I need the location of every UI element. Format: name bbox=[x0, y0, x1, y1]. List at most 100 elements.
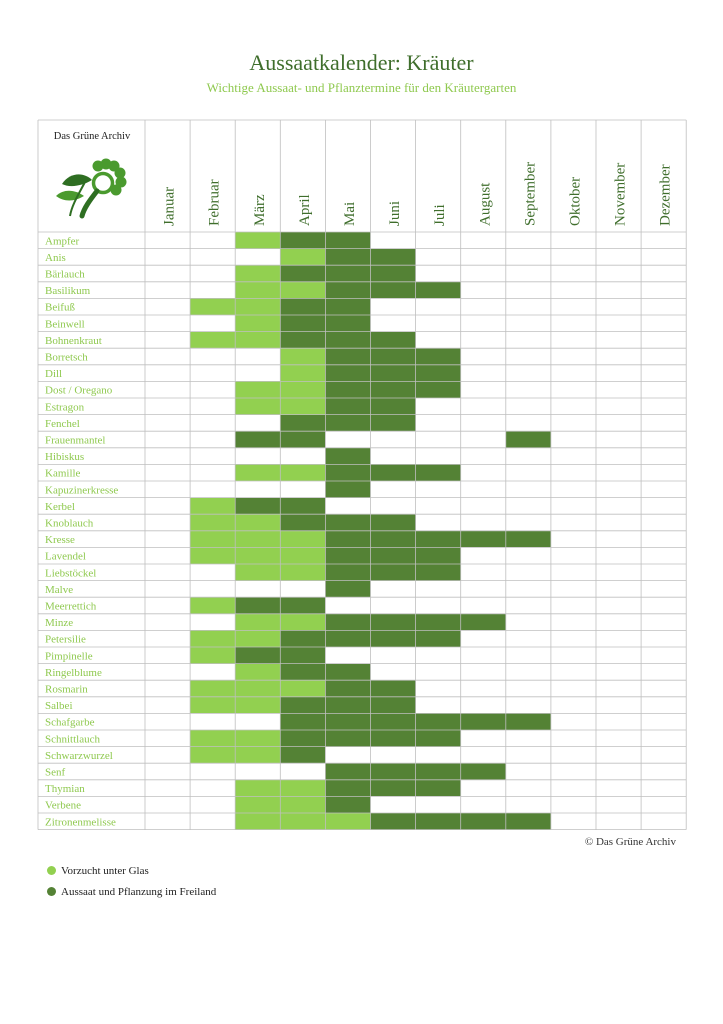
herb-label-schafgarbe: Schafgarbe bbox=[45, 717, 95, 729]
cell-liebstoeckel-april bbox=[280, 564, 326, 581]
cell-bohnenkraut-mai bbox=[325, 331, 371, 349]
cell-fenchel-april bbox=[280, 414, 326, 432]
cell-borretsch-april bbox=[280, 348, 326, 365]
cell-kresse-maerz bbox=[235, 530, 281, 548]
herb-label-malve: Malve bbox=[45, 584, 73, 596]
cell-knoblauch-mai bbox=[325, 514, 371, 531]
cell-knoblauch-februar bbox=[190, 514, 236, 531]
herb-label-ampfer: Ampfer bbox=[45, 235, 80, 247]
cell-schnittlauch-juli bbox=[415, 730, 461, 747]
cell-rosmarin-april bbox=[280, 680, 326, 697]
cell-baerlauch-juni bbox=[370, 265, 416, 282]
herb-label-lavendel: Lavendel bbox=[45, 551, 86, 563]
cell-knoblauch-april bbox=[280, 514, 326, 531]
herb-label-estragon: Estragon bbox=[45, 401, 85, 413]
logo: Das Grüne Archiv bbox=[54, 131, 131, 219]
herb-label-frauenmantel: Frauenmantel bbox=[45, 435, 105, 447]
herb-label-knoblauch: Knoblauch bbox=[45, 518, 94, 530]
cell-schwarzwurzel-maerz bbox=[235, 746, 281, 764]
month-label-mai: Mai bbox=[342, 202, 358, 226]
cell-petersilie-april bbox=[280, 630, 326, 647]
cell-liebstoeckel-juni bbox=[370, 564, 416, 581]
cell-zitronenmelisse-juni bbox=[370, 813, 416, 830]
cell-bohnenkraut-februar bbox=[190, 331, 236, 349]
cell-anis-juni bbox=[370, 248, 416, 266]
herb-label-borretsch: Borretsch bbox=[45, 352, 88, 364]
cell-thymian-juni bbox=[370, 779, 416, 797]
cell-ringelblume-mai bbox=[325, 663, 371, 681]
month-label-maerz: März bbox=[252, 194, 268, 226]
cell-dost-oregano-juni bbox=[370, 381, 416, 398]
cell-lavendel-april bbox=[280, 547, 326, 564]
cell-petersilie-mai bbox=[325, 630, 371, 647]
cell-beifuss-mai bbox=[325, 298, 371, 315]
cell-kapuzinerkresse-mai bbox=[325, 481, 371, 498]
cell-beinwell-april bbox=[280, 315, 326, 332]
cell-liebstoeckel-juli bbox=[415, 564, 461, 581]
cell-basilikum-mai bbox=[325, 281, 371, 299]
cell-lavendel-mai bbox=[325, 547, 371, 564]
cell-minze-mai bbox=[325, 613, 371, 631]
cell-kerbel-maerz bbox=[235, 497, 281, 515]
cell-frauenmantel-september bbox=[505, 431, 551, 448]
chart-title: Aussaatkalender: Kräuter bbox=[249, 50, 474, 75]
cell-minze-april bbox=[280, 613, 326, 631]
legend-item-freiland: Aussaat und Pflanzung im Freiland bbox=[47, 884, 216, 900]
cell-schwarzwurzel-april bbox=[280, 746, 326, 764]
cell-zitronenmelisse-april bbox=[280, 813, 326, 830]
herb-label-verbene: Verbene bbox=[45, 800, 81, 812]
month-label-november: November bbox=[613, 163, 629, 226]
cell-pimpinelle-februar bbox=[190, 647, 236, 664]
cell-thymian-juli bbox=[415, 779, 461, 797]
herb-label-beinwell: Beinwell bbox=[45, 318, 85, 330]
cell-senf-mai bbox=[325, 763, 371, 780]
legend-swatch-freiland bbox=[47, 887, 56, 896]
cell-basilikum-april bbox=[280, 281, 326, 299]
cell-borretsch-juni bbox=[370, 348, 416, 365]
cell-petersilie-maerz bbox=[235, 630, 281, 647]
herb-label-dost-oregano: Dost / Oregano bbox=[45, 385, 113, 397]
cell-kresse-mai bbox=[325, 530, 371, 548]
cell-minze-juni bbox=[370, 613, 416, 631]
cell-verbene-april bbox=[280, 796, 326, 813]
cell-beinwell-maerz bbox=[235, 315, 281, 332]
month-label-februar: Februar bbox=[207, 179, 223, 226]
herb-label-ringelblume: Ringelblume bbox=[45, 667, 102, 679]
cell-dill-juli bbox=[415, 364, 461, 382]
cell-lavendel-juni bbox=[370, 547, 416, 564]
cell-kresse-september bbox=[505, 530, 551, 548]
cell-thymian-april bbox=[280, 779, 326, 797]
cell-ampfer-april bbox=[280, 232, 326, 249]
herb-label-meerrettich: Meerrettich bbox=[45, 601, 97, 613]
cell-bohnenkraut-juni bbox=[370, 331, 416, 349]
herb-label-basilikum: Basilikum bbox=[45, 285, 91, 297]
copyright: © Das Grüne Archiv bbox=[584, 836, 676, 848]
herb-label-bohnenkraut: Bohnenkraut bbox=[45, 335, 102, 347]
herb-label-petersilie: Petersilie bbox=[45, 634, 86, 646]
cell-meerrettich-februar bbox=[190, 597, 236, 614]
cell-ampfer-maerz bbox=[235, 232, 281, 249]
cell-pimpinelle-april bbox=[280, 647, 326, 664]
cell-kerbel-april bbox=[280, 497, 326, 515]
cell-liebstoeckel-maerz bbox=[235, 564, 281, 581]
cell-frauenmantel-maerz bbox=[235, 431, 281, 448]
cell-dost-oregano-april bbox=[280, 381, 326, 398]
month-label-april: April bbox=[297, 194, 313, 226]
cell-anis-mai bbox=[325, 248, 371, 266]
cell-beifuss-februar bbox=[190, 298, 236, 315]
cell-estragon-juni bbox=[370, 398, 416, 415]
cell-bohnenkraut-maerz bbox=[235, 331, 281, 349]
cell-salbei-april bbox=[280, 696, 326, 714]
herb-label-anis: Anis bbox=[45, 252, 66, 264]
cell-anis-april bbox=[280, 248, 326, 266]
cell-senf-juli bbox=[415, 763, 461, 780]
cell-salbei-februar bbox=[190, 696, 236, 714]
cell-lavendel-juli bbox=[415, 547, 461, 564]
cell-kamille-april bbox=[280, 464, 326, 481]
cell-malve-mai bbox=[325, 580, 371, 598]
cell-thymian-maerz bbox=[235, 779, 281, 797]
cell-schafgarbe-juni bbox=[370, 713, 416, 730]
cell-petersilie-juli bbox=[415, 630, 461, 647]
cell-salbei-maerz bbox=[235, 696, 281, 714]
herb-label-kamille: Kamille bbox=[45, 468, 81, 480]
